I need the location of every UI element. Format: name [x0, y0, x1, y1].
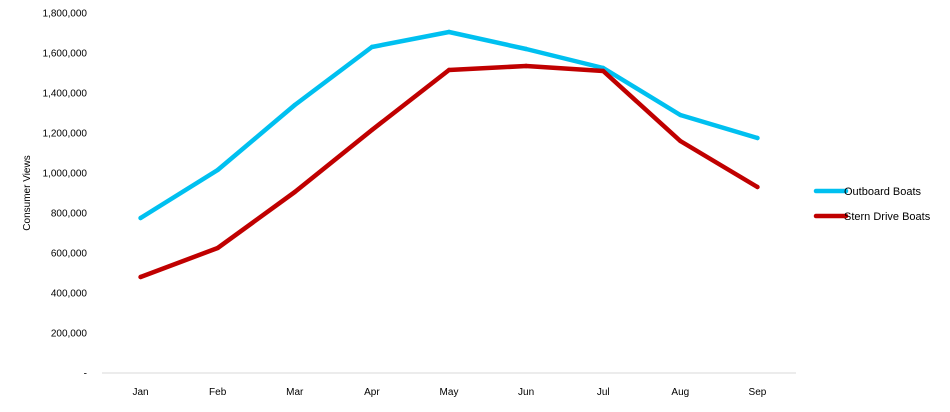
data-point	[138, 215, 143, 221]
data-point	[215, 245, 220, 251]
x-tick-label: Jul	[597, 387, 610, 398]
data-point	[755, 135, 760, 141]
series-lines	[138, 29, 760, 280]
x-tick-label: Jan	[132, 387, 148, 398]
x-tick-label: May	[440, 387, 459, 398]
data-point	[446, 29, 452, 35]
data-point	[369, 44, 375, 50]
y-tick-label: 800,000	[51, 209, 88, 220]
y-axis-ticks: - 200,000 400,000 600,000 800,000 1,000,000 1,…	[43, 9, 88, 380]
x-tick-label: Jun	[518, 387, 534, 398]
y-tick-label: 1,000,000	[43, 169, 88, 180]
x-tick-label: Sep	[749, 387, 767, 398]
x-tick-label: Apr	[364, 387, 380, 398]
legend-label: Stern Drive Boats	[844, 211, 931, 223]
data-point	[678, 138, 683, 144]
data-point	[369, 127, 375, 133]
data-point	[678, 112, 683, 118]
x-tick-label: Feb	[209, 387, 227, 398]
y-tick-label: -	[84, 369, 87, 380]
x-axis-ticks: Jan Feb Mar Apr May Jun Jul Aug Sep	[132, 387, 766, 398]
y-tick-label: 1,600,000	[43, 49, 88, 60]
data-point	[215, 167, 220, 173]
y-tick-label: 1,200,000	[43, 129, 88, 140]
data-point	[138, 274, 143, 280]
y-axis-title: Consumer Views	[22, 155, 33, 230]
x-tick-label: Mar	[286, 387, 304, 398]
data-point	[446, 67, 452, 73]
y-tick-label: 400,000	[51, 289, 88, 300]
x-tick-label: Aug	[671, 387, 689, 398]
legend-label: Outboard Boats	[844, 186, 922, 198]
y-tick-label: 600,000	[51, 249, 88, 260]
legend: Outboard Boats Stern Drive Boats	[813, 186, 931, 223]
data-point	[523, 63, 529, 69]
data-point	[755, 184, 760, 190]
data-point	[292, 189, 297, 195]
y-tick-label: 1,800,000	[43, 9, 88, 20]
data-point	[601, 68, 606, 74]
data-point	[523, 46, 529, 52]
data-point	[292, 102, 297, 108]
y-tick-label: 1,400,000	[43, 89, 88, 100]
series-line-2	[138, 63, 760, 280]
y-tick-label: 200,000	[51, 329, 88, 340]
